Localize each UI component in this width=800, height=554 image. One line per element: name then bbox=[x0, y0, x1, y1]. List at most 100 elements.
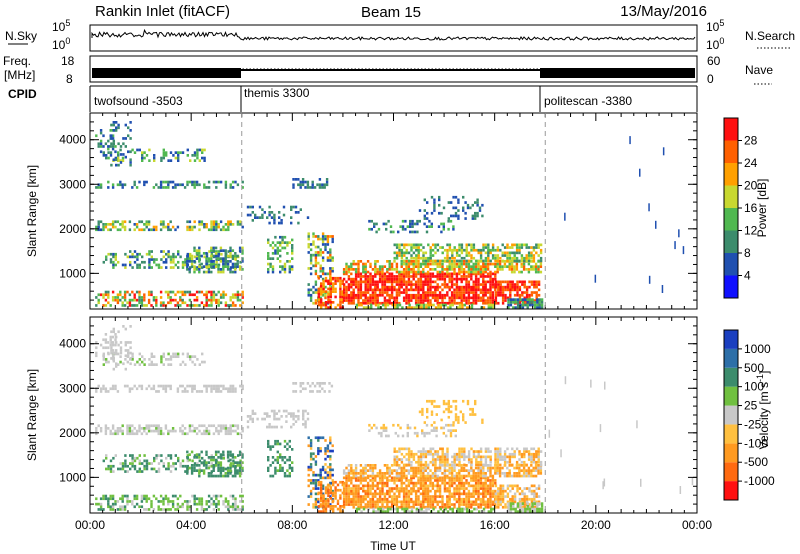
velocity-cell bbox=[138, 358, 141, 361]
velocity-cell bbox=[395, 503, 399, 506]
power-cell bbox=[490, 303, 493, 307]
power-cell bbox=[381, 291, 384, 294]
freq-tick-bottom: 8 bbox=[66, 72, 73, 86]
velocity-cell bbox=[157, 432, 160, 436]
power-cell bbox=[169, 260, 173, 264]
power-cell bbox=[210, 298, 213, 302]
power-cell bbox=[503, 260, 507, 263]
power-cell bbox=[460, 270, 463, 274]
power-cell bbox=[434, 262, 437, 266]
velocity-cell bbox=[231, 453, 235, 456]
power-cell bbox=[436, 262, 439, 266]
velocity-cell bbox=[453, 481, 456, 485]
power-cell bbox=[109, 260, 113, 264]
velocity-cell bbox=[318, 382, 322, 385]
power-cell bbox=[325, 178, 329, 181]
power-cell bbox=[385, 227, 388, 231]
power-cell bbox=[528, 303, 532, 307]
velocity-cell bbox=[179, 384, 182, 388]
velocity-cell bbox=[181, 464, 185, 468]
power-cell bbox=[129, 263, 132, 267]
power-cell bbox=[489, 301, 492, 305]
power-cell bbox=[424, 299, 427, 302]
power-cell bbox=[386, 260, 389, 263]
power-cell bbox=[198, 223, 201, 226]
velocity-cell bbox=[304, 409, 307, 413]
power-cell bbox=[117, 163, 120, 167]
power-cell bbox=[364, 296, 367, 300]
power-cell bbox=[453, 265, 456, 268]
power-cell bbox=[422, 259, 425, 263]
power-cell bbox=[447, 227, 450, 231]
velocity-cell bbox=[312, 505, 315, 509]
velocity-cell bbox=[131, 387, 134, 391]
velocity-cell bbox=[407, 503, 411, 506]
velocity-cell bbox=[205, 453, 208, 456]
power-cell bbox=[520, 254, 524, 257]
velocity-cell bbox=[329, 484, 332, 488]
power-cell bbox=[405, 293, 408, 297]
power-cell bbox=[193, 268, 196, 271]
power-cell bbox=[508, 265, 511, 268]
velocity-cell bbox=[205, 502, 208, 506]
velocity-cell bbox=[224, 474, 227, 478]
power-cell bbox=[313, 186, 317, 189]
power-cell bbox=[434, 299, 437, 302]
power-cell bbox=[241, 293, 244, 297]
power-cell bbox=[419, 275, 423, 278]
power-cell bbox=[167, 228, 170, 232]
velocity-cell bbox=[393, 476, 396, 480]
velocity-cell bbox=[207, 384, 211, 388]
velocity-cell bbox=[162, 432, 165, 436]
power-cell bbox=[109, 258, 113, 261]
velocity-cell bbox=[472, 487, 475, 490]
velocity-cell bbox=[525, 472, 528, 475]
power-cell bbox=[533, 301, 537, 304]
power-cell bbox=[530, 291, 534, 294]
power-cell bbox=[210, 296, 213, 299]
velocity-cell bbox=[443, 472, 447, 475]
velocity-cell bbox=[292, 415, 295, 418]
power-cell bbox=[307, 291, 310, 294]
power-cell bbox=[511, 251, 514, 255]
velocity-cell bbox=[214, 461, 218, 464]
velocity-cell bbox=[288, 458, 291, 462]
power-cell bbox=[320, 303, 323, 307]
power-cell bbox=[327, 287, 330, 291]
power-cell bbox=[455, 251, 459, 255]
velocity-cell bbox=[205, 432, 208, 436]
power-cell bbox=[371, 296, 375, 300]
velocity-cell bbox=[188, 466, 191, 470]
velocity-cell bbox=[184, 363, 187, 366]
velocity-cell bbox=[207, 472, 211, 475]
velocity-cell bbox=[322, 510, 325, 513]
velocity-cell bbox=[329, 495, 332, 498]
power-cell bbox=[188, 180, 192, 184]
velocity-cell bbox=[329, 497, 332, 500]
power-cell bbox=[395, 293, 399, 297]
velocity-cell bbox=[126, 500, 129, 503]
velocity-cell bbox=[381, 484, 384, 488]
power-cell bbox=[415, 259, 418, 263]
velocity-cell bbox=[283, 439, 287, 443]
power-cell bbox=[111, 298, 115, 302]
power-cell bbox=[159, 228, 163, 232]
velocity-cell bbox=[207, 429, 211, 433]
power-cell bbox=[119, 290, 122, 294]
power-cell bbox=[484, 293, 487, 297]
power-cell bbox=[405, 283, 408, 286]
power-cell bbox=[107, 156, 110, 160]
power-cell bbox=[509, 291, 512, 294]
power-cell bbox=[219, 228, 223, 232]
velocity-cell bbox=[441, 472, 444, 475]
velocity-cell bbox=[317, 491, 320, 495]
power-cell bbox=[345, 296, 348, 300]
velocity-cell bbox=[288, 445, 291, 448]
velocity-cell bbox=[219, 427, 223, 430]
power-cell bbox=[407, 262, 411, 266]
velocity-cell bbox=[381, 472, 384, 475]
power-cell bbox=[276, 249, 279, 252]
power-cell bbox=[126, 290, 129, 294]
power-cell bbox=[210, 225, 213, 229]
power-cell bbox=[196, 151, 199, 154]
